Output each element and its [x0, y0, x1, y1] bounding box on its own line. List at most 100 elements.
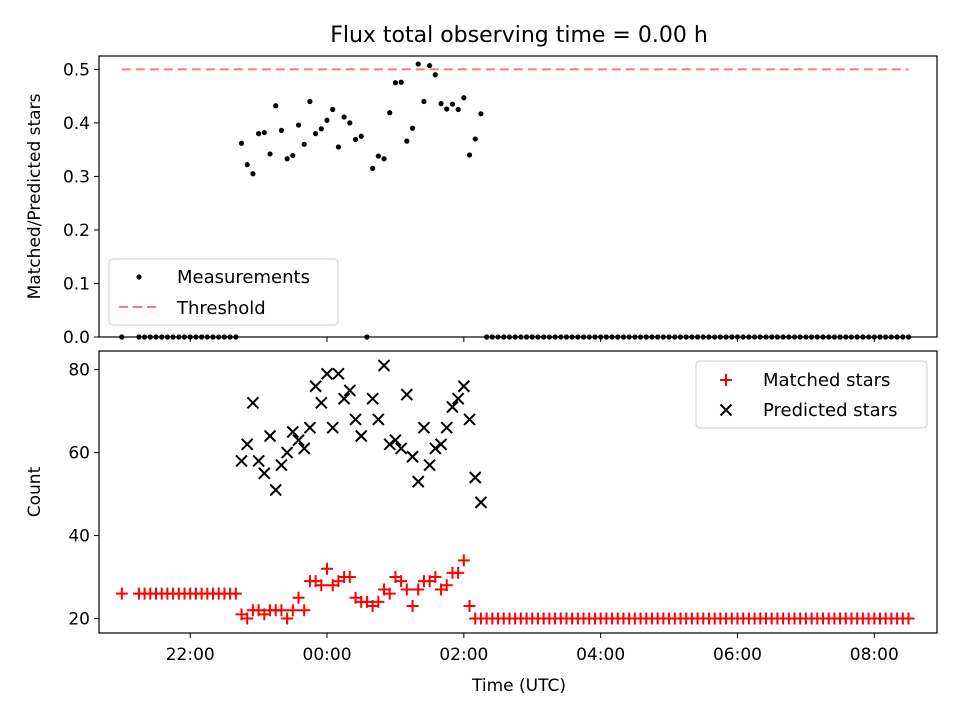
measurement-point — [427, 63, 433, 69]
measurement-point — [284, 156, 290, 162]
measurement-point — [580, 334, 587, 340]
measurement-point — [301, 141, 307, 147]
matched-star-point — [292, 591, 305, 604]
y-tick-label: 0.0 — [63, 328, 90, 348]
measurement-point — [204, 334, 210, 340]
matched-star-point — [412, 583, 425, 596]
predicted-star-point — [298, 442, 311, 455]
measurement-point — [535, 334, 541, 340]
measurement-point — [512, 334, 518, 340]
measurement-point — [398, 79, 404, 85]
measurement-point — [415, 61, 421, 67]
measurement-point — [672, 334, 678, 340]
measurement-point — [159, 334, 165, 340]
matched-star-point — [315, 579, 328, 592]
measurement-point — [865, 334, 872, 340]
legend-box — [695, 360, 928, 429]
legend: Measurements Threshold — [108, 258, 339, 326]
measurement-point — [860, 334, 866, 340]
matched-star-point — [229, 587, 242, 600]
measurement-point — [261, 129, 267, 136]
measurement-point — [181, 334, 188, 340]
predicted-star-point — [400, 388, 414, 401]
predicted-star-point — [372, 413, 385, 426]
measurement-point — [358, 133, 364, 139]
measurement-point — [444, 106, 450, 112]
predicted-star-point — [246, 396, 260, 410]
measurement-point — [689, 334, 695, 340]
matched-star-point — [429, 571, 442, 584]
measurement-point — [256, 131, 262, 137]
y-axis-label: Matched/Predicted stars — [25, 93, 45, 299]
predicted-star-point — [451, 392, 465, 405]
measurement-point — [774, 334, 780, 340]
measurement-point — [295, 122, 302, 128]
x-tick-label: 08:00 — [850, 645, 899, 665]
measurement-point — [313, 131, 319, 137]
predicted-star-point — [269, 483, 282, 497]
measurement-point — [176, 334, 182, 340]
predicted-star-point — [463, 413, 476, 426]
predicted-star-point — [326, 421, 339, 434]
predicted-star-point — [309, 380, 322, 393]
measurement-point — [894, 334, 900, 340]
measurement-point — [478, 111, 484, 117]
measurement-point — [210, 334, 216, 340]
x-tick-label: 00:00 — [303, 645, 352, 665]
measurement-point — [843, 334, 849, 340]
measurement-point — [666, 334, 672, 340]
predicted-star-point — [337, 392, 351, 405]
measurement-point — [489, 334, 495, 340]
measurement-point — [193, 334, 199, 340]
measurement-point — [803, 334, 809, 340]
measurement-point — [147, 334, 153, 340]
predicted-star-point — [349, 413, 362, 426]
legend-label: Predicted stars — [763, 400, 897, 421]
predicted-star-point — [412, 475, 425, 488]
measurement-point — [609, 334, 615, 340]
measurement-point — [199, 334, 205, 340]
legend: Matched stars Predicted stars — [695, 360, 928, 429]
ratio-panel: 0.0 0.1 0.2 0.3 0.4 0.5 Matched/Predicted star… — [25, 55, 938, 348]
matched-star-point — [463, 600, 476, 613]
measurement-point — [438, 101, 444, 107]
measurement-point — [592, 334, 598, 340]
measurement-point — [751, 334, 758, 340]
x-tick-label: 02:00 — [439, 645, 488, 665]
measurement-point — [831, 334, 837, 340]
measurement-point — [449, 101, 456, 107]
plot-frame — [98, 55, 938, 338]
measurement-point — [546, 334, 552, 340]
measurement-point — [786, 334, 792, 340]
measurement-point — [871, 334, 877, 340]
matched-star-point — [457, 554, 470, 567]
measurement-point — [290, 152, 296, 159]
predicted-star-point — [275, 458, 288, 472]
predicted-star-point — [286, 425, 300, 439]
predicted-star-point — [315, 396, 328, 410]
measurement-point — [723, 334, 729, 340]
measurement-point — [877, 334, 883, 340]
x-tick-label: 06:00 — [713, 645, 762, 665]
matched-star-point — [115, 587, 128, 600]
measurement-point — [432, 72, 438, 78]
measurement-point — [523, 334, 530, 340]
measurement-point — [660, 334, 666, 340]
measurement-point — [409, 125, 416, 131]
predicted-star-point — [355, 429, 368, 443]
measurement-point — [552, 334, 558, 340]
y-tick-label: 20 — [68, 609, 90, 629]
measurement-point — [352, 136, 359, 143]
predicted-star-point — [235, 454, 248, 468]
measurement-point — [318, 126, 324, 132]
predicted-star-point — [383, 438, 396, 451]
measurement-point — [119, 334, 125, 340]
measurement-point — [626, 334, 632, 340]
measurement-point — [683, 334, 689, 340]
legend-label: Threshold — [176, 298, 266, 319]
measurement-point — [763, 334, 769, 340]
measurement-point — [615, 334, 621, 340]
predicted-star-point — [258, 467, 271, 480]
measurement-point — [278, 127, 285, 133]
